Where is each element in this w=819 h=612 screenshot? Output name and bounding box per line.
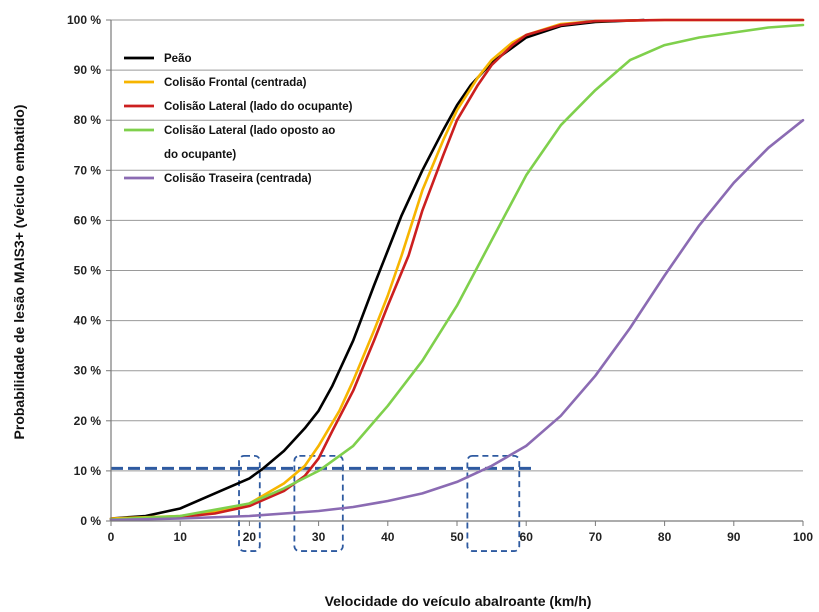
highlight-box-1: [238, 454, 261, 552]
x-tick-label: 100: [793, 530, 813, 544]
x-tick-label: 40: [381, 530, 395, 544]
y-tick-label: 0 %: [80, 514, 101, 528]
x-tick-label: 70: [589, 530, 603, 544]
legend-label: Colisão Lateral (lado do ocupante): [164, 101, 353, 113]
y-tick-label: 10 %: [74, 464, 102, 478]
x-tick-label: 30: [312, 530, 326, 544]
x-axis-title: Velocidade do veículo abalroante (km/h): [325, 593, 592, 609]
y-tick-label: 60 %: [74, 213, 102, 227]
legend-label: Colisão Lateral (lado oposto ao: [164, 125, 335, 137]
highlight-box-3: [466, 454, 521, 552]
y-axis-title: Probabilidade de lesão MAIS3+ (veículo e…: [11, 105, 27, 440]
series-line-5: [109, 118, 805, 522]
legend: Peão Colisão Frontal (centrada) Colisão La…: [124, 53, 353, 185]
y-tick-label: 100 %: [67, 13, 101, 27]
y-tick-label: 50 %: [74, 264, 102, 278]
y-tick-label: 20 %: [74, 414, 102, 428]
series-line-4: [109, 23, 805, 521]
x-tick-label: 10: [174, 530, 188, 544]
x-tick-label: 20: [243, 530, 257, 544]
legend-label: Colisão Frontal (centrada): [164, 77, 307, 89]
x-tick-label: 60: [520, 530, 534, 544]
y-tick-label: 30 %: [74, 364, 102, 378]
y-tick-label: 70 %: [74, 163, 102, 177]
x-tick-label: 80: [658, 530, 672, 544]
y-tick-label: 90 %: [74, 63, 102, 77]
series-line-2: [109, 18, 805, 520]
x-tick-label: 50: [450, 530, 464, 544]
y-tick-label: 40 %: [74, 314, 102, 328]
legend-label: Peão: [164, 53, 192, 65]
axes: [106, 19, 804, 526]
series-line-1: [109, 18, 646, 520]
legend-label: Colisão Traseira (centrada): [164, 173, 312, 185]
tick-labels: 0 10 20 30 40 50 60 70 80 90 100 0 % 10 % 20 % 30 % 40 …: [67, 13, 813, 544]
x-tick-label: 0: [108, 530, 115, 544]
y-tick-label: 80 %: [74, 113, 102, 127]
series-lines: [109, 18, 805, 522]
x-tick-label: 90: [727, 530, 741, 544]
series-line-3: [109, 18, 805, 521]
legend-label: do ocupante): [164, 149, 236, 161]
